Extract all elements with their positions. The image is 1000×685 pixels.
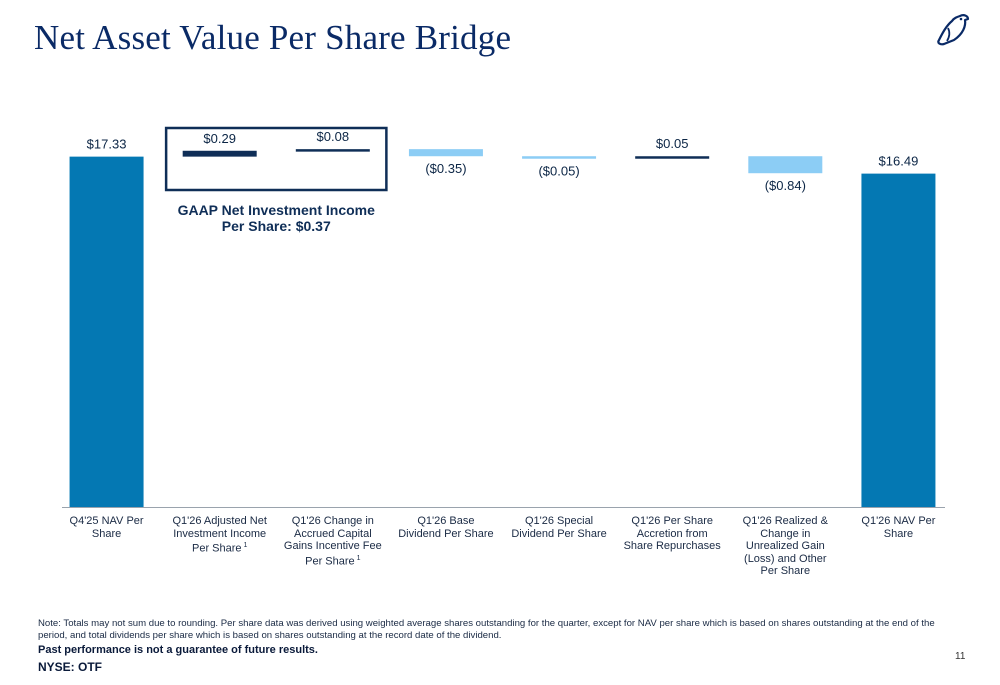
tick-label-6: Q1'26 Realized & Change in Unrealized Ga… <box>742 515 828 577</box>
tick-label-0: Q4'25 NAV Per Share <box>69 515 144 540</box>
bird-logo-icon <box>937 14 970 46</box>
bar-0 <box>69 156 144 507</box>
bar-6 <box>748 156 823 174</box>
tick-label-7: Q1'26 NAV Per Share <box>861 515 936 540</box>
data-label-3: ($0.35) <box>425 161 466 176</box>
data-label-4: ($0.05) <box>538 164 579 179</box>
footnote-marker: 1 <box>354 554 361 562</box>
bar-3 <box>408 149 483 157</box>
footnote-marker: 1 <box>241 542 248 549</box>
ticker-label: NYSE: OTF <box>38 660 103 674</box>
tick-label-1: Q1'26 Adjusted Net Investment Income Per… <box>172 515 267 555</box>
bar-4 <box>522 156 597 159</box>
waterfall-chart: $17.33 $0.29 $0.08 ($0.35) ($0.05) $0.05 ($0.8… <box>62 126 945 508</box>
page-title: Net Asset Value Per Share Bridge <box>34 18 512 57</box>
data-label-1: $0.29 <box>203 131 236 146</box>
data-label-0: $17.33 <box>87 137 127 152</box>
data-label-7: $16.49 <box>879 154 919 169</box>
bar-1 <box>182 150 257 157</box>
data-label-2: $0.08 <box>317 129 350 144</box>
page-number: 11 <box>955 651 966 662</box>
annotation-line-1: GAAP Net Investment Income <box>178 202 376 218</box>
annotation-line-2: Per Share: $0.37 <box>222 218 331 234</box>
bar-2 <box>295 149 370 152</box>
tick-label-5: Q1'26 Per Share Accretion from Share Rep… <box>623 515 721 552</box>
tick-label-3: Q1'26 Base Dividend Per Share <box>398 515 494 540</box>
tick-label-4: Q1'26 Special Dividend Per Share <box>511 515 607 540</box>
data-label-6: ($0.84) <box>765 178 806 193</box>
bar-7 <box>861 173 936 507</box>
footnote: Note: Totals may not sum due to rounding… <box>38 618 935 641</box>
annotation-box <box>164 126 388 192</box>
tick-label-2: Q1'26 Change in Accrued Capital Gains In… <box>283 515 382 568</box>
performance-disclaimer: Past performance is not a guarantee of f… <box>38 644 318 656</box>
data-label-5: $0.05 <box>656 136 689 151</box>
bar-5 <box>635 156 710 159</box>
